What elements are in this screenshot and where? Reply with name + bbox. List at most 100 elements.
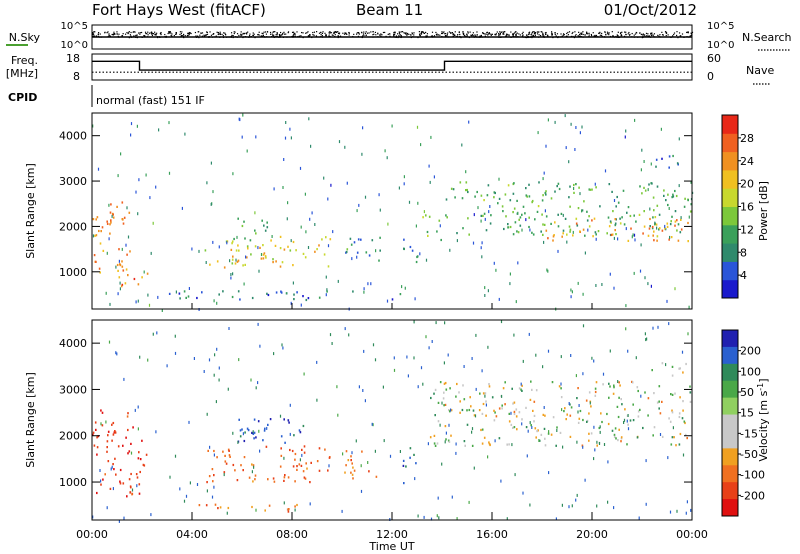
heatmap-cell — [456, 517, 458, 521]
heatmap-cell — [135, 190, 137, 194]
heatmap-cell — [403, 238, 405, 241]
heatmap-cell — [487, 455, 489, 459]
noise-sky-point — [450, 32, 452, 34]
velocity-colorbar-segment — [722, 346, 738, 365]
noise-sky-point — [278, 34, 281, 36]
heatmap-cell — [654, 216, 657, 219]
heatmap-cell — [284, 474, 286, 477]
heatmap-cell — [280, 290, 282, 293]
date-label: 01/Oct/2012 — [604, 1, 697, 19]
heatmap-cell — [181, 206, 183, 210]
noise-sky-point — [528, 31, 531, 33]
heatmap-cell — [122, 222, 125, 225]
noise-sky-point — [97, 33, 99, 35]
noise-sky-point — [332, 34, 334, 36]
noise-sky-point — [356, 32, 358, 34]
noise-sky-point — [512, 33, 514, 35]
heatmap-cell — [119, 468, 122, 472]
heatmap-cell — [683, 420, 686, 423]
heatmap-cell — [98, 229, 100, 233]
heatmap-cell — [459, 400, 461, 403]
heatmap-cell — [310, 461, 312, 464]
heatmap-cell — [301, 448, 303, 451]
heatmap-cell — [575, 222, 578, 225]
heatmap-cell — [570, 288, 572, 292]
noise-sky-point — [498, 32, 500, 35]
heatmap-cell — [101, 411, 104, 414]
noise-sky-point — [501, 31, 503, 33]
noise-sky-point — [140, 31, 143, 34]
heatmap-cell — [660, 127, 662, 131]
heatmap-cell — [608, 396, 610, 399]
noise-sky-point — [301, 31, 303, 34]
noise-sky-point — [144, 31, 147, 33]
noise-sky-point — [665, 31, 667, 33]
noise-sky-point — [248, 35, 251, 37]
heatmap-cell — [610, 221, 612, 224]
heatmap-cell — [436, 442, 439, 445]
heatmap-cell — [611, 233, 614, 236]
velocity-heatmap — [92, 320, 692, 523]
noise-sky-point — [223, 32, 225, 34]
heatmap-cell — [568, 160, 570, 164]
heatmap-cell — [661, 362, 664, 365]
velocity-colorbar-segment — [722, 448, 738, 466]
heatmap-cell — [238, 249, 240, 252]
heatmap-cell — [624, 408, 626, 411]
heatmap-cell — [134, 408, 136, 412]
noise-sky-point — [446, 32, 449, 34]
heatmap-cell — [514, 473, 516, 477]
noise-sky-legend-swatch — [6, 44, 28, 46]
noise-sky-point — [647, 33, 649, 35]
heatmap-cell — [450, 409, 453, 412]
heatmap-cell — [675, 444, 677, 447]
heatmap-cell — [341, 509, 343, 513]
heatmap-cell — [537, 131, 539, 135]
noise-sky-point — [188, 33, 190, 35]
heatmap-cell — [672, 154, 674, 158]
heatmap-cell — [351, 473, 354, 476]
heatmap-cell — [483, 212, 486, 215]
heatmap-cell — [136, 484, 138, 488]
heatmap-cell — [318, 469, 321, 472]
heatmap-cell — [669, 510, 672, 514]
noise-sky-point — [203, 34, 205, 36]
heatmap-cell — [305, 462, 307, 465]
noise-sky-point — [338, 32, 341, 34]
heatmap-cell — [630, 227, 632, 230]
noise-sky-point — [127, 32, 129, 35]
noise-sky-point — [462, 32, 464, 34]
heatmap-cell — [480, 214, 483, 217]
heatmap-cell — [486, 194, 489, 197]
heatmap-cell — [531, 201, 533, 204]
heatmap-cell — [275, 260, 277, 263]
heatmap-cell — [618, 428, 620, 431]
heatmap-cell — [529, 398, 532, 401]
heatmap-cell — [362, 126, 364, 130]
heatmap-cell — [224, 460, 227, 463]
noise-sky-point — [631, 32, 633, 35]
heatmap-cell — [447, 439, 450, 442]
noise-sky-point — [648, 35, 651, 37]
noise-sky-point — [180, 35, 182, 37]
heatmap-cell — [536, 210, 539, 213]
noise-sky-point — [276, 32, 278, 34]
noise-sky-point — [502, 32, 505, 34]
heatmap-cell — [517, 211, 519, 215]
heatmap-cell — [198, 249, 200, 253]
heatmap-cell — [107, 434, 109, 437]
heatmap-cell — [133, 277, 136, 281]
heatmap-cell — [493, 196, 495, 199]
heatmap-cell — [239, 298, 241, 301]
noise-sky-point — [541, 31, 543, 33]
heatmap-cell — [569, 435, 572, 438]
heatmap-cell — [471, 357, 473, 360]
heatmap-cell — [632, 419, 635, 422]
heatmap-cell — [571, 504, 573, 508]
power-colorbar-tick-label: 28 — [740, 132, 754, 145]
noise-sky-point — [152, 33, 154, 35]
noise-sky-point — [457, 33, 459, 36]
heatmap-cell — [493, 191, 496, 194]
heatmap-cell — [643, 210, 645, 213]
heatmap-cell — [676, 162, 679, 165]
